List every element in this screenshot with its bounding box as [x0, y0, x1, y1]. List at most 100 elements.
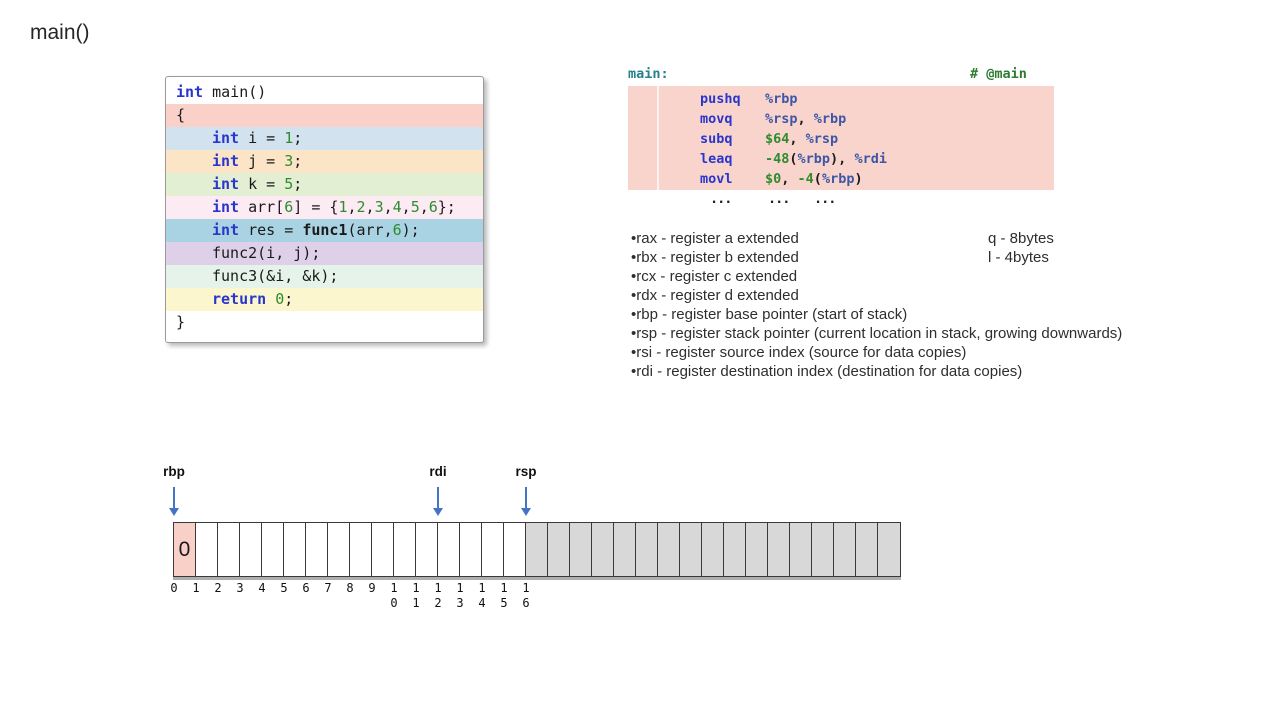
stack-tick-label: 9 [368, 581, 376, 595]
stack-cell [306, 523, 328, 576]
tick-digit: 3 [456, 596, 464, 610]
stack-cell [482, 523, 504, 576]
c-code-token: { [176, 106, 186, 124]
register-item: •rsp - register stack pointer (current l… [631, 325, 1123, 342]
stack-cell [570, 523, 592, 576]
stack-tick-label: 8 [346, 581, 354, 595]
asm-panel: main: # @main pushq %rbp movq %rsp, %rbp sub… [628, 66, 1054, 210]
tick-digit: 6 [522, 596, 530, 610]
c-code-token: 5 [410, 198, 420, 216]
c-code-token: 2 [356, 198, 366, 216]
asm-line: leaq -48(%rbp), %rdi [628, 149, 1054, 169]
tick-digit: 4 [478, 596, 486, 610]
stack-cell [504, 523, 526, 576]
stack-cell [548, 523, 570, 576]
c-code-token: int [212, 129, 240, 147]
c-code-line: return 0; [166, 288, 483, 311]
c-code-token: (arr, [347, 221, 393, 239]
c-code-token: 5 [284, 175, 294, 193]
asm-ellipsis: ... [710, 191, 732, 207]
stack-cell [438, 523, 460, 576]
asm-mnemonic: subq [700, 131, 733, 147]
stack-cell [636, 523, 658, 576]
asm-code-block: pushq %rbp movq %rsp, %rbp subq $64, %rsp leaq… [628, 86, 1054, 190]
stack-tick-label: 2 [214, 581, 222, 595]
c-code-token: func2(i, j); [212, 244, 321, 262]
c-code-line: int i = 1; [166, 127, 483, 150]
c-code-token: } [176, 313, 186, 331]
c-code-token: ] = { [293, 198, 339, 216]
pointer-arrow-head [521, 508, 531, 516]
c-code-token: arr[ [239, 198, 285, 216]
tick-digit: 1 [412, 596, 420, 610]
asm-mnemonic: pushq [700, 91, 741, 107]
stack-cell [658, 523, 680, 576]
stack-cell [460, 523, 482, 576]
c-code-token: j = [239, 152, 285, 170]
asm-operand-token: %rbp [821, 171, 855, 187]
c-code-line: int j = 3; [166, 150, 483, 173]
asm-ellipsis: ... [768, 191, 790, 207]
tick-digit: 2 [434, 596, 442, 610]
register-size-notes: q - 8bytes l - 4bytes [988, 229, 1054, 267]
stack-tick-label: 5 [280, 581, 288, 595]
c-code-token: return [212, 290, 267, 308]
tick-digit: 0 [390, 596, 398, 610]
stack-cell [592, 523, 614, 576]
asm-operand-token: %rbp [797, 151, 831, 167]
tick-digit: 1 [522, 581, 530, 595]
stack-cell [262, 523, 284, 576]
asm-mnemonic: movq [700, 111, 733, 127]
register-list: •rax - register a extended •rbx - registe… [631, 229, 1176, 381]
c-code-line: int res = func1(arr,6); [166, 219, 483, 242]
register-item: •rax - register a extended [631, 230, 799, 247]
c-code-token: ; [284, 290, 294, 308]
asm-function-label: main: [628, 66, 669, 82]
asm-operand-token: , [781, 171, 798, 187]
register-item: •rsi - register source index (source for… [631, 344, 967, 361]
asm-line: movq %rsp, %rbp [628, 109, 1054, 129]
stack-cell [284, 523, 306, 576]
stack-cell [240, 523, 262, 576]
c-code-line: func3(&i, &k); [166, 265, 483, 288]
asm-operand-token: %rdi [854, 151, 887, 167]
asm-ellipsis: ... [814, 191, 836, 207]
c-code-line: func2(i, j); [166, 242, 483, 265]
c-code-token: }; [437, 198, 456, 216]
stack-cell-value: 0 [178, 537, 191, 561]
stack-cell [218, 523, 240, 576]
c-code-line: int k = 5; [166, 173, 483, 196]
pointer-arrow-line [173, 487, 175, 508]
asm-operand-token: -48 [765, 151, 790, 167]
asm-operand-token: -4 [797, 171, 814, 187]
tick-digit: 1 [412, 581, 420, 595]
pointer-label: rsp [515, 464, 537, 479]
register-item: •rdx - register d extended [631, 287, 799, 304]
stack-cell [746, 523, 768, 576]
stack-cell [790, 523, 812, 576]
stack-cell [614, 523, 636, 576]
asm-mnemonic: movl [700, 171, 733, 187]
c-code-token: ; [293, 152, 303, 170]
stack-cell [196, 523, 218, 576]
c-code-token: 0 [275, 290, 285, 308]
stack-cell [768, 523, 790, 576]
c-code-token: , [347, 198, 357, 216]
c-code-token: int [212, 152, 240, 170]
asm-line: pushq %rbp [628, 89, 1054, 109]
c-code-token: main() [203, 83, 267, 101]
stack-cell [878, 523, 900, 576]
tick-digit: 1 [456, 581, 464, 595]
stack-cell [394, 523, 416, 576]
asm-operand-token: , [789, 131, 806, 147]
asm-operand-token: ( [789, 151, 798, 167]
asm-line: subq $64, %rsp [628, 129, 1054, 149]
stack-cell [372, 523, 394, 576]
stack-cells-row: 0 [173, 522, 901, 577]
stack-cell [702, 523, 724, 576]
